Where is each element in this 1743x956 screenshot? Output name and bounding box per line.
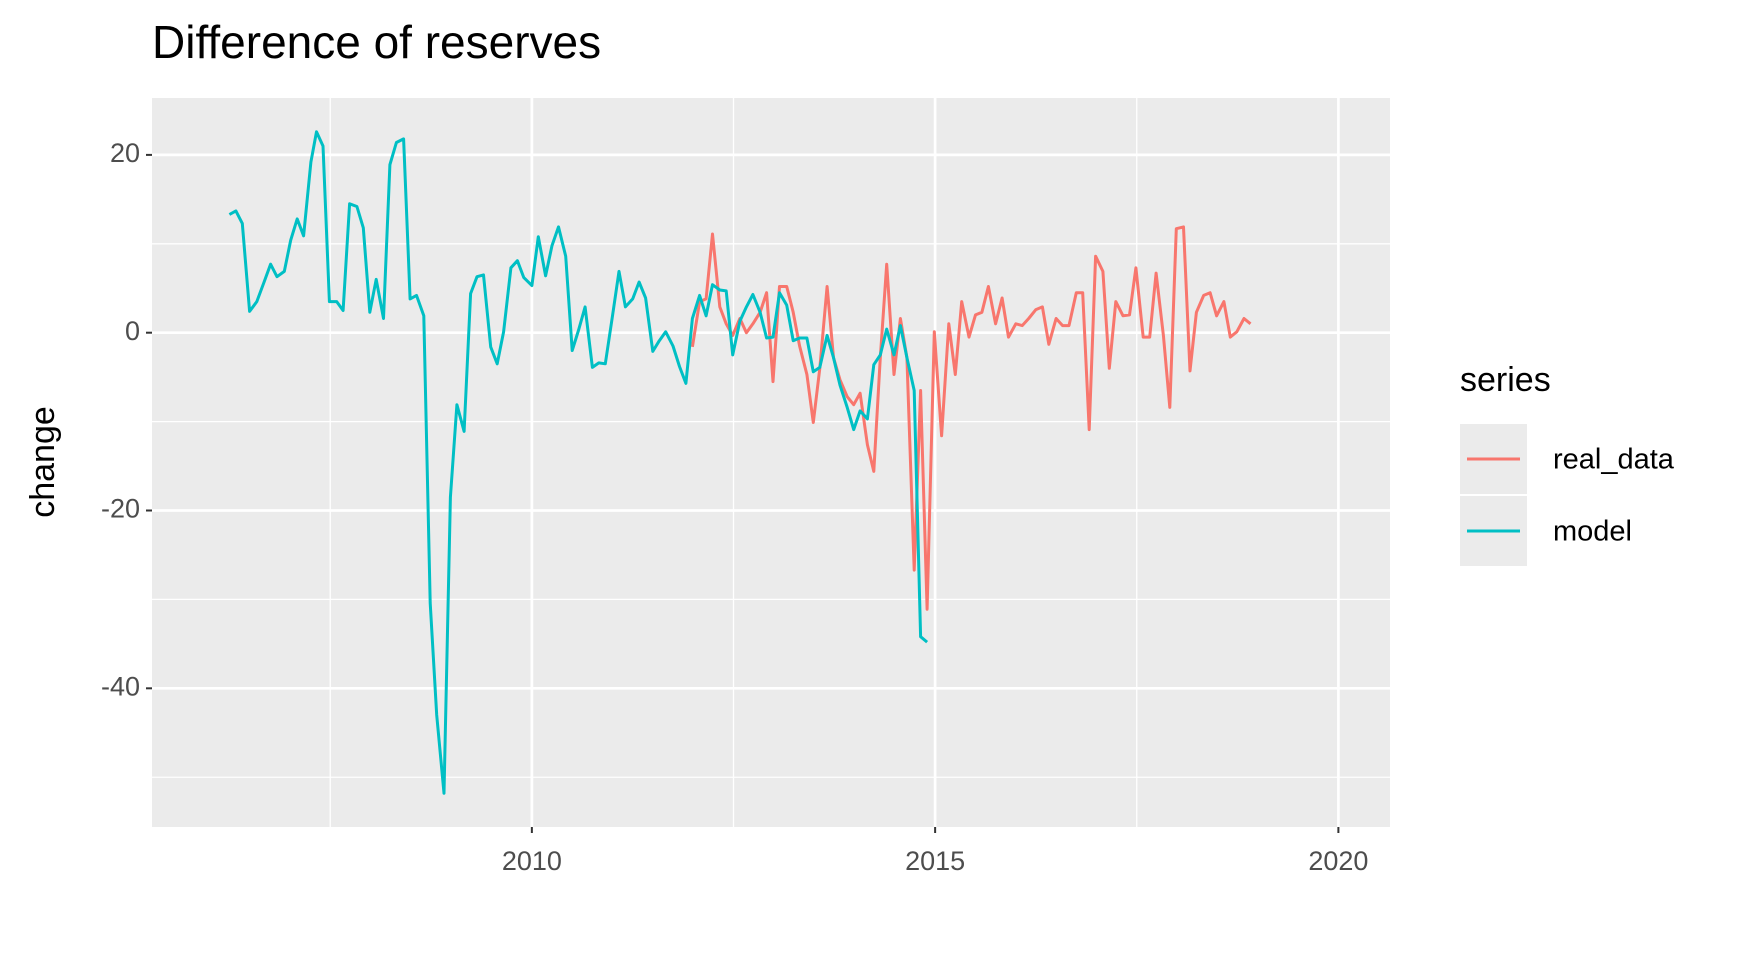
y-tick-label: 0 xyxy=(125,316,140,346)
x-tick-label: 2010 xyxy=(502,846,562,876)
panel-background xyxy=(152,98,1390,827)
y-axis-label: change xyxy=(24,406,62,518)
x-tick-label: 2015 xyxy=(905,846,965,876)
y-tick-label: -40 xyxy=(101,671,140,701)
chart-title: Difference of reserves xyxy=(152,16,601,68)
x-tick-label: 2020 xyxy=(1308,846,1368,876)
series-line xyxy=(228,130,929,795)
legend-label: real_data xyxy=(1553,444,1675,476)
y-tick-label: -20 xyxy=(101,494,140,524)
y-tick-label: 20 xyxy=(110,138,140,168)
series-line xyxy=(690,225,1252,611)
legend-title: series xyxy=(1460,361,1551,399)
legend-label: model xyxy=(1553,516,1632,548)
